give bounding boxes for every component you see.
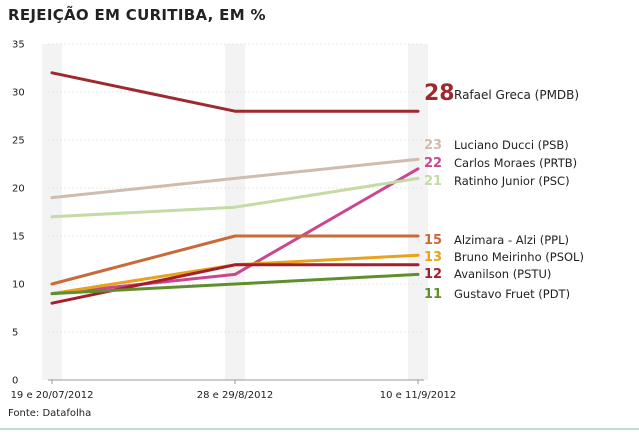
series-value-label: 12 — [424, 267, 442, 282]
series-value-label: 21 — [424, 174, 442, 189]
series-value-label: 11 — [424, 287, 442, 302]
series-line — [50, 176, 420, 219]
series-value-label: 28 — [424, 81, 455, 106]
y-tick-label: 5 — [12, 328, 18, 339]
date-band-0 — [42, 44, 62, 380]
date-band-2 — [408, 44, 428, 380]
series-name-label: Alzimara - Alzi (PPL) — [454, 233, 569, 247]
y-tick-label: 25 — [12, 136, 25, 147]
y-tick-label: 30 — [12, 88, 25, 99]
series-line — [50, 71, 420, 113]
series-name-label: Ratinho Junior (PSC) — [454, 174, 570, 188]
series-name-label: Gustavo Fruet (PDT) — [454, 287, 570, 301]
y-tick-label: 10 — [12, 280, 25, 291]
date-band-1 — [225, 44, 245, 380]
series-name-label: Bruno Meirinho (PSOL) — [454, 250, 584, 264]
series-line — [50, 157, 420, 200]
x-tick-label: 19 e 20/07/2012 — [11, 390, 94, 401]
series-name-label: Rafael Greca (PMDB) — [454, 88, 579, 102]
y-tick-label: 35 — [12, 40, 25, 51]
y-tick-label: 20 — [12, 184, 25, 195]
y-tick-label: 0 — [12, 376, 18, 387]
series-line — [50, 167, 420, 296]
chart-title: REJEIÇÃO EM CURITIBA, EM % — [8, 6, 266, 24]
series-value-label: 23 — [424, 138, 442, 153]
x-tick-label: 10 e 11/9/2012 — [380, 390, 457, 401]
series-name-label: Carlos Moraes (PRTB) — [454, 156, 577, 170]
bottom-divider — [0, 428, 639, 430]
series-value-label: 15 — [424, 233, 442, 248]
x-tick-label: 28 e 29/8/2012 — [197, 390, 274, 401]
series-name-label: Luciano Ducci (PSB) — [454, 138, 569, 152]
y-tick-label: 15 — [12, 232, 25, 243]
series-line — [50, 272, 420, 296]
series-line — [50, 234, 420, 286]
series-value-label: 22 — [424, 156, 442, 171]
source-note: Fonte: Datafolha — [8, 408, 92, 419]
series-name-label: Avanilson (PSTU) — [454, 267, 551, 281]
series-value-label: 13 — [424, 250, 442, 265]
